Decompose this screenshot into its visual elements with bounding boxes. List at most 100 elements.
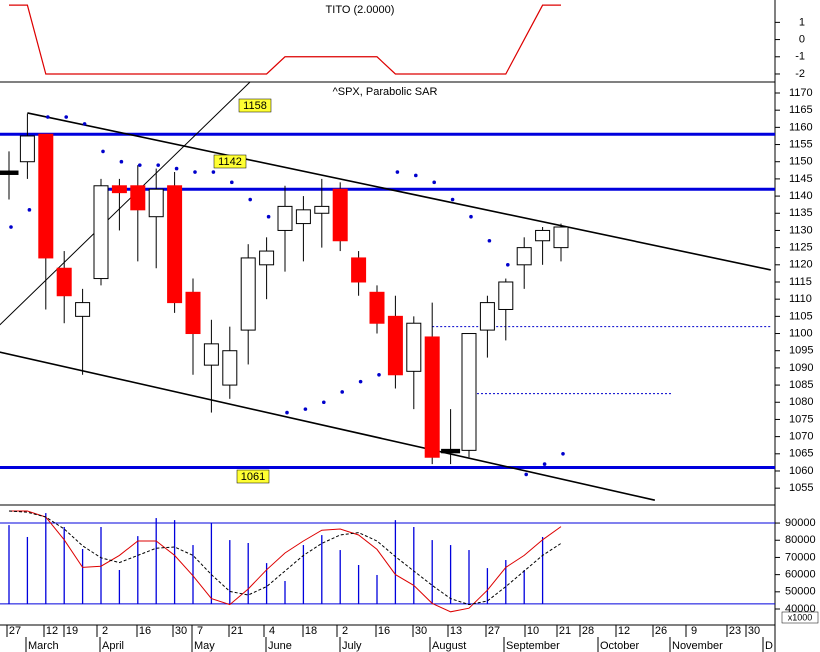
month-label: July [342,640,362,652]
sar-dot [119,159,124,164]
sar-dot [506,263,510,267]
x-tick-label: 12 [618,625,630,637]
y-tick-label: 1135 [789,207,813,219]
chart-title: ^SPX, Parabolic SAR [333,86,438,98]
y-tick-label: 1115 [789,276,812,288]
candle-body [167,185,183,304]
x-tick-label: 21 [231,625,243,637]
y-tick-label: 1055 [789,482,813,494]
candle-body [314,205,330,214]
sar-dot [266,214,271,219]
candle-body [259,250,275,266]
y-tick-label: 70000 [785,551,816,563]
level-label: 1142 [218,156,242,168]
y-tick-label: 1090 [789,362,813,374]
y-tick-label: 0 [799,33,805,45]
x-tick-label: 27 [488,625,500,637]
sar-dot [358,379,363,384]
sar-dot [138,163,142,167]
month-label: November [672,640,723,652]
x-tick-label: 12 [46,625,58,637]
trend-line [0,351,656,501]
x-tick-label: 23 [729,625,741,637]
candle-body [203,343,219,366]
sar-dot [487,238,492,243]
x-tick-label: 16 [139,625,151,637]
candle-body [424,336,440,458]
y-tick-label: 1095 [789,345,813,357]
y-tick-label: 1130 [789,224,813,236]
stochastic-line [8,510,562,606]
x-tick-label: 28 [582,625,594,637]
y-tick-label: 1120 [789,259,813,271]
sar-dot [27,208,32,212]
sar-dot [432,180,437,185]
y-tick-label: 1110 [789,293,812,305]
y-tick-label: 1165 [789,104,813,116]
sar-dot [542,462,547,466]
sar-dot [9,225,13,229]
candle-body [479,302,495,331]
candle-body [111,185,127,194]
y-tick-label: 1065 [789,448,813,460]
y-tick-label: -1 [795,51,805,63]
y-tick-label: -2 [795,68,805,80]
sar-dot [395,170,400,174]
sar-dot [285,410,289,415]
candle-body [130,185,146,211]
level-label: 1158 [243,100,267,112]
sar-dot [211,170,216,174]
unit-label: x1000 [788,612,813,622]
candle-body [0,170,19,175]
x-tick-label: 2 [102,625,108,637]
sar-dot [82,122,87,126]
y-tick-label: 1 [799,16,805,28]
sar-dot [46,115,50,119]
candle-body [148,188,164,218]
sar-dot [377,372,381,377]
candle-body [406,322,422,372]
sar-dot [469,214,473,219]
x-tick-label: 10 [527,625,539,637]
month-label: May [194,640,215,652]
x-tick-label: 26 [655,625,667,637]
candle-body [535,229,551,242]
candle-body [461,333,477,451]
y-tick-label: 90000 [785,517,816,529]
trend-line [27,112,771,271]
indicator-title: TITO (2.0000) [326,4,395,16]
x-tick-label: 30 [748,625,760,637]
y-tick-label: 1080 [789,396,813,408]
month-label: August [432,640,466,652]
y-tick-label: 1140 [789,190,813,202]
month-label: September [506,640,560,652]
y-tick-label: 1155 [789,138,813,150]
candle-body [56,267,72,297]
sar-dot [414,173,418,178]
candle-body [516,247,532,266]
sar-dot [193,170,197,174]
candle-body [295,209,311,225]
x-tick-label: 18 [305,625,317,637]
sar-dot [230,180,234,185]
candle-body [38,133,54,259]
y-tick-label: 1150 [789,156,813,168]
y-tick-label: 1170 [789,87,813,99]
sar-dot [322,400,326,405]
y-tick-label: 1160 [789,121,813,133]
unit-box [781,611,819,624]
y-tick-label: 1100 [789,327,813,339]
x-tick-label: 2 [342,625,348,637]
sar-dot [174,166,179,171]
candle-body [75,302,91,317]
sar-dot [561,452,565,456]
y-tick-label: 80000 [785,534,816,546]
sar-dot [450,197,455,202]
y-tick-label: 1145 [789,173,813,185]
candle-body [332,188,348,242]
level-label: 1061 [241,471,265,483]
x-tick-label: 19 [66,625,78,637]
sar-dot [101,149,105,154]
x-tick-label: 30 [175,625,187,637]
